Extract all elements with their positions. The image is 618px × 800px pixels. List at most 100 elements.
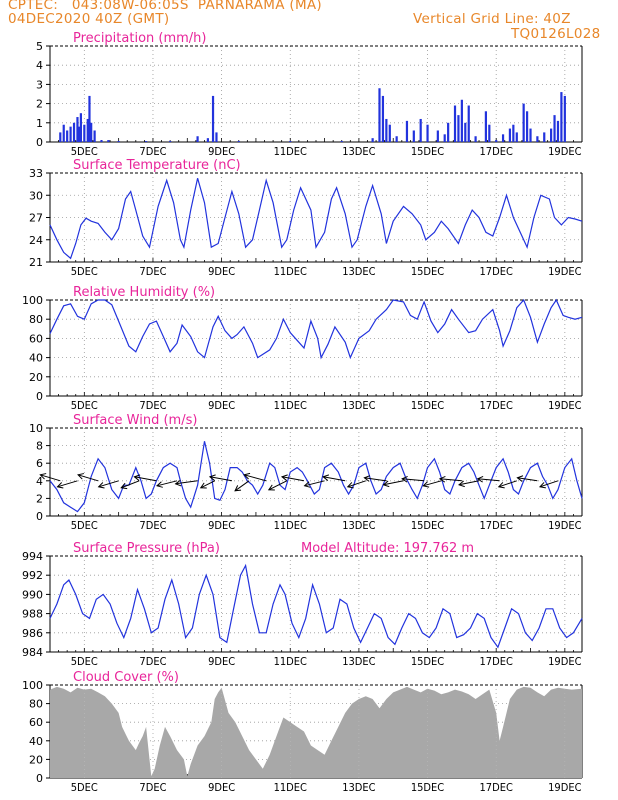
y-tick-label: 984 <box>22 646 43 659</box>
wind-arrowhead <box>199 482 207 489</box>
cloud-area <box>50 686 582 778</box>
wind-arrowhead <box>97 482 105 489</box>
panel-title: Precipitation (mm/h) <box>73 31 206 46</box>
y-tick-label: 1 <box>36 117 43 130</box>
wind-arrowhead <box>401 475 408 483</box>
y-tick-label: 8 <box>36 440 43 453</box>
x-tick-label: 5DEC <box>71 145 98 158</box>
wind-vector <box>244 474 267 482</box>
precip-bar <box>169 141 172 142</box>
x-tick-label: 13DEC <box>342 655 375 668</box>
wind-vector <box>423 480 442 487</box>
precip-bar <box>525 111 529 142</box>
wind-vector <box>209 476 232 482</box>
wind-arrowhead <box>303 481 311 488</box>
wind-arrowhead <box>120 482 128 490</box>
y-tick-label: 986 <box>22 627 43 640</box>
wind-vector <box>268 480 288 491</box>
precip-bar <box>289 141 292 142</box>
x-tick-label: 17DEC <box>479 655 512 668</box>
y-tick-label: 6 <box>36 457 43 470</box>
wind-arrowhead <box>133 474 141 481</box>
y-tick-label: 20 <box>29 371 43 384</box>
grid-lines <box>50 46 582 142</box>
wind-vector <box>234 480 250 492</box>
precip-bar <box>426 124 429 142</box>
x-tick-label: 19DEC <box>548 399 581 412</box>
precip-bar <box>107 140 110 142</box>
wind-arrowhead <box>234 485 242 492</box>
precip-bar <box>385 118 388 142</box>
precip-bar <box>412 130 415 142</box>
precip-bar <box>395 136 398 142</box>
y-tick-label: 5 <box>36 40 43 53</box>
precip-bar <box>522 103 525 142</box>
x-tick-label: 5DEC <box>71 519 98 532</box>
panel-title: Cloud Cover (%) <box>73 670 179 685</box>
wind-vector <box>200 480 215 489</box>
panel-title: Surface Wind (m/s) <box>73 413 197 428</box>
precip-bar <box>536 136 539 142</box>
x-tick-label: 9DEC <box>208 145 235 158</box>
wind-arrowhead <box>422 481 430 488</box>
wind-vector <box>121 480 140 489</box>
x-tick-label: 9DEC <box>208 265 235 278</box>
x-tick-label: 17DEC <box>479 399 512 412</box>
panel-title: Relative Humidity (%) <box>73 285 215 300</box>
x-tick-label: 11DEC <box>274 519 307 532</box>
y-tick-label: 21 <box>29 256 43 269</box>
panel-4: Surface Wind (m/s) 0 2 4 6 8 10 5DEC 7DEC 9DEC 11D… <box>29 413 583 532</box>
x-tick-label: 11DEC <box>274 399 307 412</box>
precip-bar <box>211 95 215 142</box>
wind-vector <box>77 474 99 482</box>
wind-vector <box>347 480 366 488</box>
x-tick-label: 19DEC <box>548 145 581 158</box>
y-tick-label: 33 <box>29 167 43 180</box>
precip-bar <box>90 122 93 142</box>
y-tick-label: 2 <box>36 98 43 111</box>
wind-arrowhead <box>458 480 465 488</box>
x-tick-label: 15DEC <box>411 655 444 668</box>
precip-bar <box>72 122 76 142</box>
precip-bar <box>529 128 532 142</box>
precip-bar <box>405 120 409 142</box>
y-tick-label: 0 <box>36 390 43 403</box>
precip-bar <box>78 126 81 142</box>
y-tick-label: 80 <box>29 698 43 711</box>
wind-arrowhead <box>497 482 505 489</box>
precip-bar <box>560 92 563 142</box>
y-tick-label: 10 <box>29 422 43 435</box>
x-tick-label: 19DEC <box>548 781 581 794</box>
wind-arrowhead <box>243 472 251 480</box>
wind-arrowhead <box>438 475 446 483</box>
precip-bar <box>381 95 385 142</box>
precip-bar <box>460 99 463 142</box>
precip-bar <box>457 115 460 142</box>
y-tick-label: 40 <box>29 352 43 365</box>
y-tick-label: 60 <box>29 332 43 345</box>
y-tick-label: 20 <box>29 753 43 766</box>
x-tick-label: 7DEC <box>139 519 166 532</box>
series-line <box>49 298 583 360</box>
grid-lines <box>50 300 582 396</box>
x-tick-label: 9DEC <box>208 519 235 532</box>
x-tick-label: 7DEC <box>139 781 166 794</box>
y-tick-label: 4 <box>36 59 43 72</box>
wind-vector <box>539 480 559 488</box>
precip-bar <box>79 113 82 142</box>
panel-title: Surface Pressure (hPa) <box>73 541 220 556</box>
wind-vector <box>57 480 78 488</box>
y-tick-label: 80 <box>29 313 43 326</box>
y-tick-label: 100 <box>22 294 43 307</box>
precip-bar <box>237 141 240 142</box>
y-tick-label: 40 <box>29 735 43 748</box>
precip-bar <box>206 138 209 142</box>
x-tick-label: 5DEC <box>71 399 98 412</box>
precip-bar <box>553 115 556 142</box>
x-tick-label: 13DEC <box>342 399 375 412</box>
precip-bar <box>508 128 512 142</box>
y-tick-label: 27 <box>29 212 43 225</box>
wind-vector <box>477 478 500 482</box>
x-tick-label: 17DEC <box>479 781 512 794</box>
x-tick-label: 15DEC <box>411 781 444 794</box>
